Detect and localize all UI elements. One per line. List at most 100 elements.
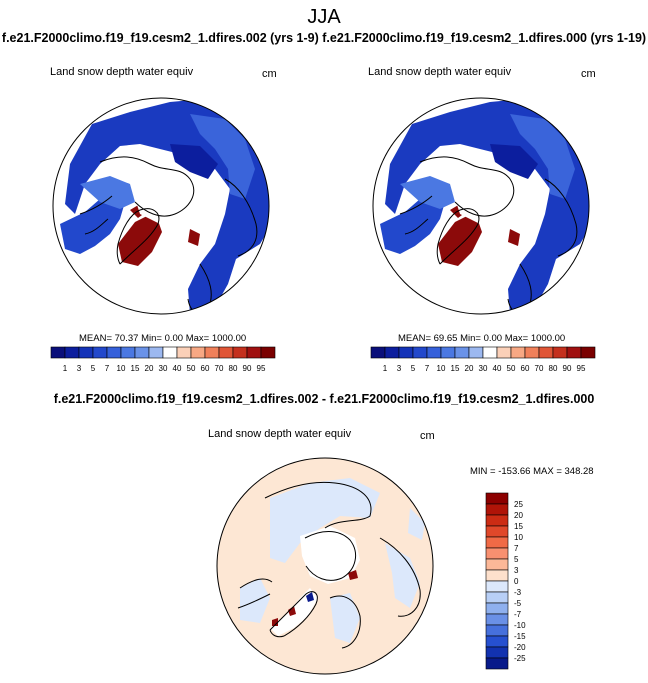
right-colorbar-tick-label: 3: [397, 364, 402, 373]
left-colorbar-box: [120, 346, 136, 359]
diff-colorbar-tick-label: 0: [514, 577, 519, 586]
diff-colorbar-tick-label: -10: [514, 621, 526, 630]
diff-colorbar-tick-label: 3: [514, 566, 519, 575]
right-max-label: Max=: [504, 333, 529, 344]
left-colorbar-tick-label: 3: [77, 364, 82, 373]
left-colorbar-tick-label: 5: [91, 364, 96, 373]
left-colorbar-tick-label: 80: [229, 364, 238, 373]
left-min-label: Min=: [141, 333, 162, 344]
figure-title: JJA: [307, 6, 341, 28]
diff-panel-units: cm: [420, 430, 435, 442]
diff-colorbar-box: [485, 558, 509, 571]
left-max-value: 1000.00: [211, 333, 247, 344]
left-colorbar-box: [64, 346, 80, 359]
left-colorbar-box: [78, 346, 94, 359]
left-colorbar-box: [106, 346, 122, 359]
diff-panel-title: Land snow depth water equiv: [208, 428, 352, 440]
left-colorbar-tick-label: 40: [173, 364, 182, 373]
diff-panel-stats: MIN = -153.66 MAX = 348.28: [470, 466, 594, 477]
left-colorbar-box: [204, 346, 220, 359]
diff-map-coastlines: [237, 481, 421, 649]
left-mean-label: MEAN=: [79, 333, 112, 344]
diff-colorbar-tick-label: -7: [514, 610, 522, 619]
diff-colorbar-tick-label: 25: [514, 500, 523, 509]
right-colorbar-box: [426, 346, 442, 359]
left-panel-units: cm: [262, 68, 277, 80]
right-colorbar-box: [510, 346, 526, 359]
diff-colorbar-tick-label: -3: [514, 588, 522, 597]
left-colorbar-labels: 1 3 5 7 10 15 20 30 40 50 60 70 80 90 95: [63, 364, 266, 373]
right-colorbar-box: [384, 346, 400, 359]
right-mean-value: 69.65: [433, 333, 458, 344]
left-colorbar-box: [260, 346, 276, 359]
right-colorbar-box: [538, 346, 554, 359]
diff-colorbar-box: [485, 624, 509, 637]
right-colorbar-box: [482, 346, 498, 359]
right-colorbar-box: [454, 346, 470, 359]
left-mean-value: 70.37: [114, 333, 139, 344]
right-colorbar-box: [398, 346, 414, 359]
right-colorbar: 1 3 5 7 10 15 20 30 40 50 60 70 80 90 95: [370, 346, 596, 373]
left-min-value: 0.00: [164, 333, 184, 344]
right-colorbar-tick-label: 70: [535, 364, 544, 373]
diff-colorbar-box: [485, 503, 509, 516]
diff-colorbar-box: [485, 646, 509, 659]
left-colorbar-box: [162, 346, 178, 359]
diff-map-fill: [217, 458, 433, 674]
right-colorbar-tick-label: 40: [493, 364, 502, 373]
right-colorbar-tick-label: 15: [451, 364, 460, 373]
diff-colorbar-box: [485, 547, 509, 560]
diff-colorbar-tick-label: -5: [514, 599, 522, 608]
left-colorbar-tick-label: 70: [215, 364, 224, 373]
diff-colorbar-tick-label: 7: [514, 544, 519, 553]
left-colorbar-box: [190, 346, 206, 359]
left-panel-stats: MEAN= 70.37 Min= 0.00 Max= 1000.00: [79, 333, 246, 344]
diff-colorbar-box: [485, 580, 509, 593]
left-colorbar: 1 3 5 7 10 15 20 30 40 50 60 70 80 90 95: [50, 346, 276, 373]
right-colorbar-box: [468, 346, 484, 359]
right-colorbar-tick-label: 80: [549, 364, 558, 373]
left-colorbar-tick-label: 7: [105, 364, 110, 373]
left-colorbar-box: [246, 346, 262, 359]
right-colorbar-tick-label: 20: [465, 364, 474, 373]
diff-colorbar-box: [485, 514, 509, 527]
diff-colorbar-box: [485, 657, 509, 670]
right-colorbar-box: [566, 346, 582, 359]
left-map-fill: [53, 98, 269, 314]
top-panels-caption: f.e21.F2000climo.f19_f19.cesm2_1.dfires.…: [1, 31, 647, 45]
diff-colorbar-box: [485, 569, 509, 582]
diff-colorbar-box: [485, 492, 509, 505]
right-colorbar-tick-label: 90: [563, 364, 572, 373]
right-panel-stats: MEAN= 69.65 Min= 0.00 Max= 1000.00: [398, 333, 565, 344]
right-colorbar-box: [524, 346, 540, 359]
left-colorbar-tick-label: 30: [159, 364, 168, 373]
right-polar-map: [372, 97, 590, 315]
diff-map-border: [216, 457, 434, 675]
diff-colorbar-tick-label: -15: [514, 632, 526, 641]
left-colorbar-box: [232, 346, 248, 359]
right-panel-title: Land snow depth water equiv: [368, 66, 512, 78]
diff-colorbar-tick-label: 10: [514, 533, 523, 542]
left-colorbar-tick-label: 1: [63, 364, 68, 373]
left-colorbar-boxes: [50, 346, 276, 359]
right-colorbar-tick-label: 10: [437, 364, 446, 373]
left-colorbar-tick-label: 90: [243, 364, 252, 373]
diff-colorbar: 25 20 15 10 7 5 3 0 -3 -5 -7 -10 -15 -20 -25: [485, 492, 526, 670]
left-map-border: [52, 97, 270, 315]
right-colorbar-box: [412, 346, 428, 359]
diff-colorbar-box: [485, 635, 509, 648]
diff-colorbar-tick-label: 20: [514, 511, 523, 520]
right-colorbar-tick-label: 1: [383, 364, 388, 373]
right-colorbar-tick-label: 5: [411, 364, 416, 373]
right-colorbar-tick-label: 30: [479, 364, 488, 373]
right-min-value: 0.00: [483, 333, 503, 344]
right-colorbar-tick-label: 60: [521, 364, 530, 373]
right-map-border: [372, 97, 590, 315]
diff-colorbar-tick-label: 5: [514, 555, 519, 564]
difference-caption: f.e21.F2000climo.f19_f19.cesm2_1.dfires.…: [53, 392, 595, 406]
right-colorbar-box: [370, 346, 386, 359]
left-colorbar-box: [134, 346, 150, 359]
left-colorbar-box: [92, 346, 108, 359]
right-colorbar-labels: 1 3 5 7 10 15 20 30 40 50 60 70 80 90 95: [383, 364, 586, 373]
right-colorbar-tick-label: 95: [577, 364, 586, 373]
